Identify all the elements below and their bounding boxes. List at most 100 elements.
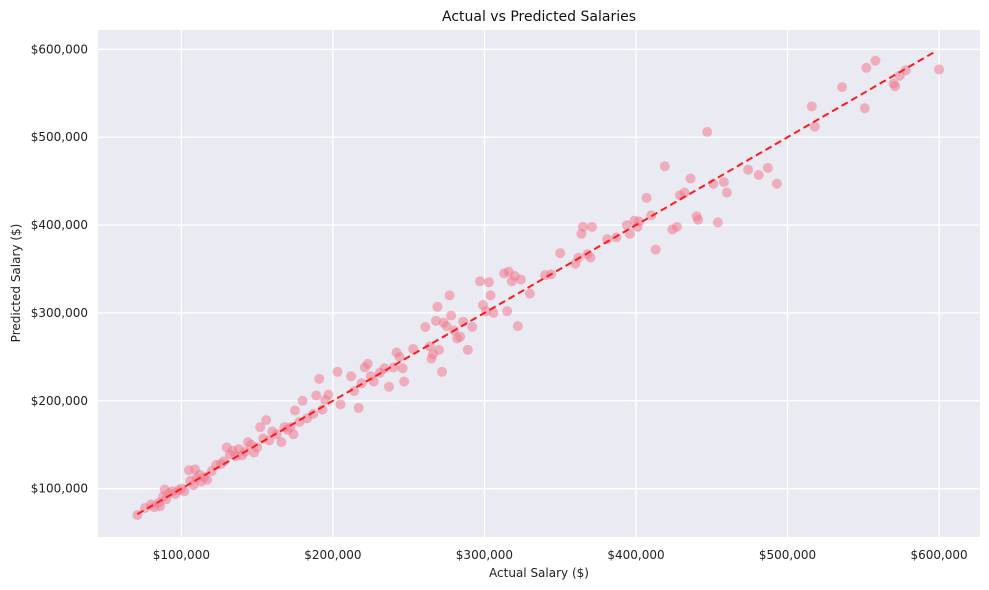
data-point [297, 395, 308, 406]
data-point [467, 321, 478, 332]
data-point [870, 55, 881, 66]
data-point [383, 381, 394, 392]
data-point [900, 65, 911, 76]
y-tick-label: $400,000 [31, 218, 88, 232]
data-point [446, 310, 457, 321]
data-point [721, 187, 732, 198]
data-point [685, 173, 696, 184]
data-point [474, 276, 485, 287]
data-point [585, 252, 596, 263]
y-tick-label: $300,000 [31, 306, 88, 320]
data-point [179, 486, 190, 497]
data-point [255, 422, 266, 433]
y-tick-label: $600,000 [31, 42, 88, 56]
data-point [488, 307, 499, 318]
data-points [132, 55, 945, 521]
data-point [288, 429, 299, 440]
data-point [524, 288, 535, 299]
y-tick-labels: $100,000 $200,000 $300,000 $400,000 $500,000… [31, 42, 88, 495]
data-point [650, 244, 661, 255]
x-axis-label: Actual Salary ($) [489, 566, 589, 580]
data-point [420, 321, 431, 332]
data-point [693, 214, 704, 225]
data-point [712, 217, 723, 228]
x-tick-label: $400,000 [607, 548, 664, 562]
data-point [430, 315, 441, 326]
data-point [276, 437, 287, 448]
data-point [317, 404, 328, 415]
data-point [515, 274, 526, 285]
data-point [362, 358, 373, 369]
data-point [671, 221, 682, 232]
data-point [394, 351, 405, 362]
data-point [806, 101, 817, 112]
data-point [252, 442, 263, 453]
x-tick-label: $200,000 [304, 548, 361, 562]
data-point [624, 228, 635, 239]
data-point [859, 103, 870, 114]
x-tick-label: $300,000 [456, 548, 513, 562]
data-point [679, 187, 690, 198]
data-point [290, 405, 301, 416]
data-point [602, 234, 613, 245]
data-point [202, 474, 213, 485]
data-point [743, 164, 754, 175]
data-point [659, 161, 670, 172]
data-point [399, 376, 410, 387]
data-point [462, 344, 473, 355]
data-point [771, 178, 782, 189]
y-tick-label: $500,000 [31, 130, 88, 144]
y-tick-label: $200,000 [31, 394, 88, 408]
data-point [261, 415, 272, 426]
data-point [861, 62, 872, 73]
data-point [437, 366, 448, 377]
x-tick-label: $500,000 [759, 548, 816, 562]
data-point [332, 366, 343, 377]
data-point [408, 343, 419, 354]
data-point [934, 64, 945, 75]
data-point [349, 386, 360, 397]
data-point [455, 331, 466, 342]
data-point [555, 248, 566, 259]
data-point [308, 408, 319, 419]
data-point [444, 290, 455, 301]
data-point [483, 277, 494, 288]
data-point [424, 341, 435, 352]
data-point [314, 373, 325, 384]
data-point [353, 402, 364, 413]
x-tick-labels: $100,000 $200,000 $300,000 $400,000 $500,000… [153, 548, 968, 562]
data-point [641, 192, 652, 203]
plot-background [98, 30, 980, 537]
y-tick-label: $100,000 [31, 482, 88, 496]
data-point [218, 456, 229, 467]
data-point [512, 321, 523, 332]
grid-lines [98, 30, 980, 537]
chart-title: Actual vs Predicted Salaries [442, 9, 636, 25]
data-point [432, 301, 443, 312]
data-point [441, 321, 452, 332]
data-point [718, 177, 729, 188]
data-point [809, 121, 820, 132]
x-tick-label: $600,000 [910, 548, 967, 562]
data-point [587, 221, 598, 232]
data-point [762, 162, 773, 173]
data-point [311, 390, 322, 401]
data-point [155, 501, 166, 512]
data-point [335, 399, 346, 410]
data-point [837, 82, 848, 93]
data-point [264, 435, 275, 446]
data-point [753, 169, 764, 180]
data-point [379, 363, 390, 374]
data-point [621, 220, 632, 231]
data-point [502, 306, 513, 317]
data-point [346, 371, 357, 382]
data-point [890, 81, 901, 92]
data-point [577, 221, 588, 232]
data-point [702, 126, 713, 137]
data-point [433, 344, 444, 355]
data-point [485, 290, 496, 301]
x-tick-label: $100,000 [153, 548, 210, 562]
data-point [397, 363, 408, 374]
data-point [323, 389, 334, 400]
